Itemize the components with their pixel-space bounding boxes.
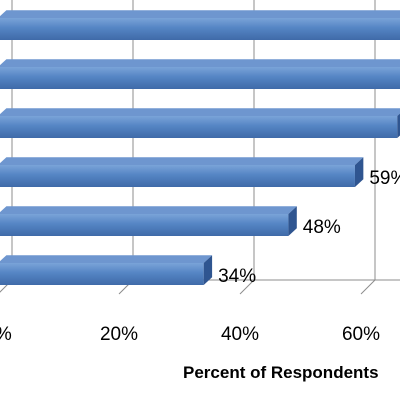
x-tick-label: 60% bbox=[342, 324, 380, 345]
data-label: 34% bbox=[218, 266, 256, 287]
gridline-floor bbox=[360, 279, 376, 295]
data-label: 48% bbox=[303, 217, 341, 238]
bar bbox=[0, 59, 400, 89]
bar bbox=[0, 255, 213, 285]
x-axis-ticks: 0% 20% 40% 60% bbox=[0, 324, 380, 345]
bar-top-face bbox=[0, 157, 364, 165]
bar-top-face bbox=[0, 59, 400, 67]
bar-front-face bbox=[0, 18, 400, 40]
x-tick-label: 0% bbox=[0, 324, 12, 345]
bar-front-face bbox=[0, 263, 204, 285]
bar-top-face bbox=[0, 108, 400, 116]
gridline-floor bbox=[239, 279, 255, 295]
x-tick-label: 20% bbox=[100, 324, 138, 345]
bar-front-face bbox=[0, 116, 398, 138]
bar-end-face bbox=[203, 255, 213, 285]
bar-front-face bbox=[0, 214, 289, 236]
data-label: 59% bbox=[369, 168, 400, 189]
bar-end-face bbox=[397, 113, 400, 138]
x-axis-title: Percent of Respondents bbox=[183, 363, 379, 382]
data-labels: 59% 48% 34% bbox=[218, 168, 400, 287]
bar-front-face bbox=[0, 165, 355, 187]
bar-top-face bbox=[0, 255, 213, 263]
bar bbox=[0, 10, 400, 40]
bar-front-face bbox=[0, 67, 400, 89]
bar bbox=[0, 206, 297, 236]
bar-top-face bbox=[0, 10, 400, 18]
gridlines bbox=[0, 0, 400, 295]
x-tick-label: 40% bbox=[221, 324, 259, 345]
bars bbox=[0, 10, 400, 285]
bar-top-face bbox=[0, 206, 297, 214]
bar-end-face bbox=[288, 206, 297, 236]
bar bbox=[0, 108, 400, 138]
bar bbox=[0, 157, 364, 187]
bar-end-face bbox=[354, 157, 364, 187]
